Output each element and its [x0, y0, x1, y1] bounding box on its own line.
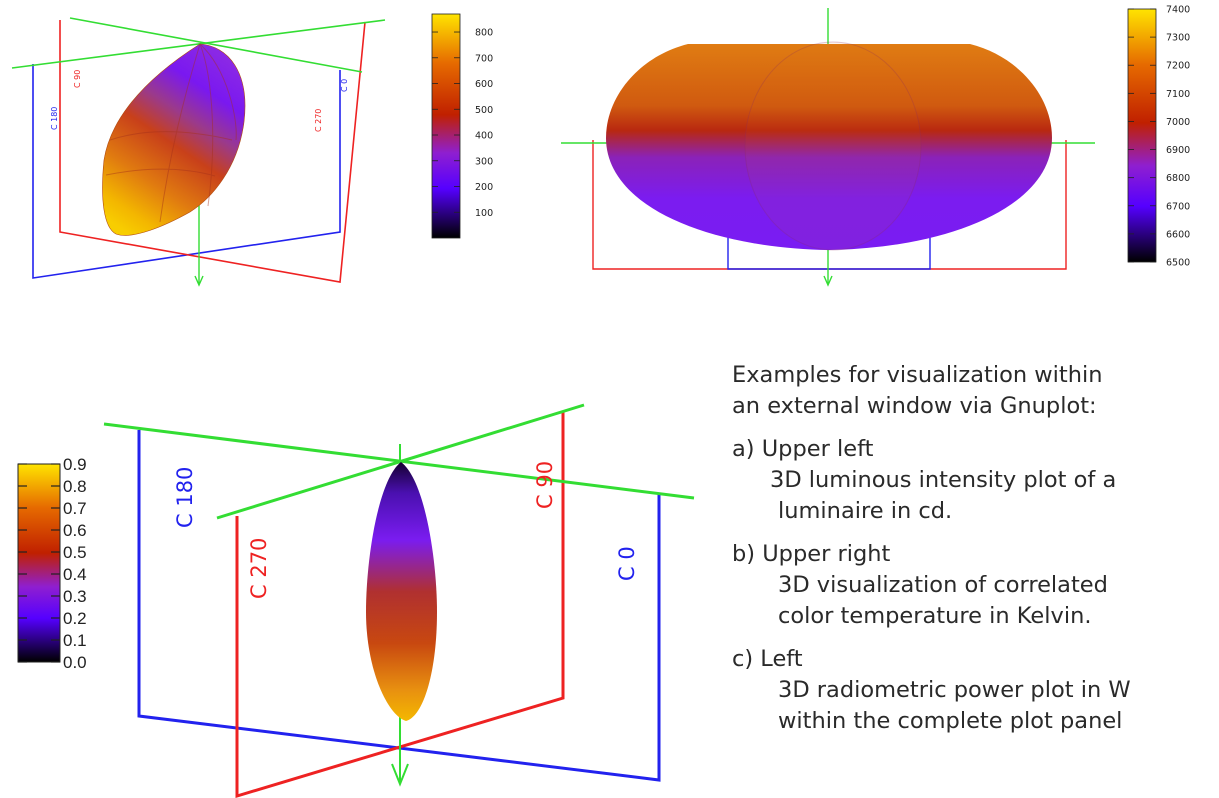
colorbar-tick-label: 0.8	[63, 477, 87, 496]
description-b-heading: b) Upper right	[732, 541, 891, 567]
colorbar-tick-label: 0.7	[63, 499, 87, 518]
plot-a-plane-c90-c270	[59, 20, 366, 283]
description-intro-1: Examples for visualization within	[732, 362, 1103, 388]
plot-a: C 90 C 180 C 270 C 0 100 200 300 400 500 600 7…	[11, 13, 493, 287]
colorbar-tick-label: 0.9	[63, 455, 87, 474]
colorbar-tick-label: 7200	[1166, 61, 1190, 72]
colorbar-tick-label: 0.0	[63, 653, 87, 672]
description-a-line-2: luminaire in cd.	[778, 498, 953, 524]
colorbar-tick-label: 800	[475, 28, 493, 39]
description-c-line-1: 3D radiometric power plot in W	[778, 677, 1131, 703]
plot-b-surface-inner-lobe	[744, 41, 922, 251]
plot-a-surface	[102, 43, 246, 236]
colorbar-tick-label: 6900	[1166, 145, 1190, 156]
colorbar-tick-label: 200	[475, 182, 493, 193]
colorbar-tick-label: 6800	[1166, 173, 1190, 184]
colorbar-tick-label: 400	[475, 131, 493, 142]
plot-b: 6500 6600 6700 6800 6900 7000 7100 7200 7300 7400	[561, 5, 1190, 287]
plot-c-label-c180: C 180	[173, 467, 197, 528]
colorbar-tick-label: 600	[475, 79, 493, 90]
description-a-heading: a) Upper left	[732, 436, 874, 462]
colorbar-tick-label: 700	[475, 53, 493, 64]
colorbar-tick-label: 7100	[1166, 89, 1190, 100]
plot-a-axis-arrowhead	[194, 275, 204, 287]
colorbar-tick-label: 6600	[1166, 229, 1190, 240]
plot-c: C 180 C 90 C 270 C 0 0.00.10.20.30.40.50…	[17, 403, 695, 798]
plot-c-surface	[366, 462, 437, 721]
plot-c-colorbar	[17, 463, 61, 663]
colorbar-tick-label: 7000	[1166, 117, 1190, 128]
plot-a-axis-2	[69, 17, 363, 73]
plot-b-axis-arrowhead	[823, 275, 833, 287]
colorbar-tick-label: 0.5	[63, 543, 87, 562]
colorbar-tick-label: 0.3	[63, 587, 87, 606]
colorbar-tick-label: 500	[475, 105, 493, 116]
colorbar-tick-label: 0.4	[63, 565, 87, 584]
description-c-heading: c) Left	[732, 646, 803, 672]
colorbar-tick-label: 7400	[1166, 5, 1190, 16]
plot-b-colorbar-ticks: 6500 6600 6700 6800 6900 7000 7100 7200 7300 7400	[1128, 5, 1190, 269]
colorbar-tick-label: 0.2	[63, 609, 87, 628]
colorbar-tick-label: 6700	[1166, 201, 1190, 212]
plot-c-axis-arrowhead	[391, 763, 409, 787]
description-b-line-2: color temperature in Kelvin.	[778, 603, 1092, 629]
plot-b-surface	[606, 44, 1052, 250]
description-a-line-1: 3D luminous intensity plot of a	[770, 467, 1117, 493]
plot-c-label-c90: C 90	[533, 461, 557, 509]
plot-a-colorbar	[431, 13, 461, 239]
description-c-line-2: within the complete plot panel	[778, 708, 1123, 734]
plot-b-colorbar	[1127, 8, 1157, 263]
plot-c-label-c270: C 270	[247, 538, 271, 599]
colorbar-tick-label: 100	[475, 208, 493, 219]
plot-c-colorbar-ticks: 0.0 0.1 0.2 0.3 0.4 0.5 0.6 0.7 0.8 0.9	[18, 455, 87, 672]
plot-a-label-c180: C 180	[50, 107, 59, 130]
description-panel: Examples for visualization within an ext…	[732, 360, 1219, 737]
colorbar-tick-label: 7300	[1166, 33, 1190, 44]
description-b-line-1: 3D visualization of correlated	[778, 572, 1108, 598]
plot-a-label-c90: C 90	[73, 70, 82, 88]
plot-a-label-c0: C 0	[340, 79, 349, 92]
colorbar-tick-label: 300	[475, 156, 493, 167]
colorbar-tick-label: 0.1	[63, 631, 87, 650]
colorbar-tick-label: 0.6	[63, 521, 87, 540]
plot-a-label-c270: C 270	[314, 109, 323, 132]
plot-a-surface-facets	[105, 43, 237, 223]
plot-c-label-c0: C 0	[615, 546, 639, 581]
colorbar-tick-label: 6500	[1166, 258, 1190, 269]
plot-a-colorbar-ticks: 100 200 300 400 500 600 700 800	[432, 28, 493, 219]
description-intro-2: an external window via Gnuplot:	[732, 393, 1097, 419]
